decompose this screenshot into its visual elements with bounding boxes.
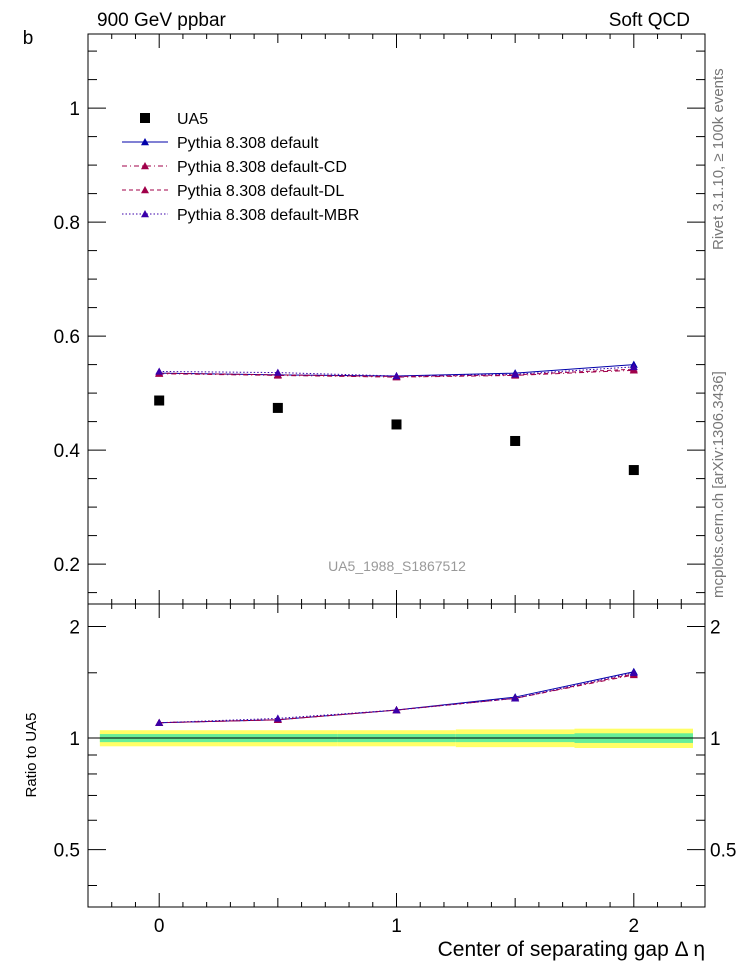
side-label-lower: mcplots.cern.ch [arXiv:1306.3436] bbox=[710, 371, 727, 598]
legend-marker-mbr bbox=[141, 210, 149, 218]
ratio-y-tick-label: 2 bbox=[69, 617, 80, 638]
ratio-marker-mbr bbox=[511, 694, 520, 702]
ratio-marker-mbr bbox=[273, 714, 282, 722]
main-plot-panel: b UA5_1988_S1867512 0.2 0.4 0.6 0.8 1 UA5 Pyt… bbox=[23, 28, 706, 605]
data-point-ua5 bbox=[154, 395, 165, 406]
x-tick-label: 0 bbox=[154, 916, 165, 937]
ratio-y-axis-label: Ratio to UA5 bbox=[23, 712, 40, 797]
ratio-line-dl bbox=[159, 673, 634, 724]
main-y-tick-label: 0.6 bbox=[54, 327, 80, 348]
marker-mbr bbox=[273, 368, 282, 376]
ratio-plot-panel: Ratio to UA5 Center of separating gap Δ … bbox=[23, 603, 736, 961]
ratio-y-tick-label-right: 0.5 bbox=[710, 841, 736, 862]
header-left: 900 GeV ppbar bbox=[97, 10, 227, 31]
legend-label: Pythia 8.308 default bbox=[177, 135, 319, 152]
ratio-marker-mbr bbox=[629, 668, 638, 676]
marker-mbr bbox=[629, 362, 638, 371]
legend-marker-cd bbox=[141, 162, 149, 170]
ratio-line-default bbox=[159, 671, 634, 724]
header-right: Soft QCD bbox=[609, 10, 690, 31]
legend: UA5 Pythia 8.308 default Pythia 8.308 defa… bbox=[122, 111, 359, 224]
ratio-plot-frame bbox=[87, 603, 706, 908]
ratio-y-tick-label-right: 1 bbox=[710, 729, 721, 750]
data-point-ua5 bbox=[510, 435, 521, 446]
legend-marker-ua5 bbox=[140, 113, 150, 123]
ratio-line-cd bbox=[159, 674, 634, 724]
marker-mbr bbox=[155, 367, 164, 375]
marker-mbr bbox=[511, 370, 520, 378]
legend-marker-default bbox=[141, 138, 149, 146]
side-label-upper: Rivet 3.1.10, ≥ 100k events bbox=[710, 68, 727, 250]
data-point-ua5 bbox=[391, 419, 402, 430]
series-line-dl bbox=[159, 368, 634, 378]
ratio-marker-mbr bbox=[392, 706, 401, 714]
legend-label: Pythia 8.308 default-MBR bbox=[177, 207, 359, 224]
main-y-tick-label: 0.4 bbox=[54, 441, 81, 462]
data-point-ua5 bbox=[628, 465, 639, 476]
main-y-tick-label: 1 bbox=[69, 99, 80, 120]
watermark: UA5_1988_S1867512 bbox=[328, 558, 466, 574]
legend-label: UA5 bbox=[177, 111, 208, 128]
legend-label: Pythia 8.308 default-CD bbox=[177, 159, 347, 176]
x-tick-label: 2 bbox=[629, 916, 640, 937]
series-line-mbr bbox=[159, 366, 634, 377]
ratio-line-mbr bbox=[159, 672, 634, 724]
legend-marker-dl bbox=[141, 186, 149, 194]
main-y-axis-label: b bbox=[23, 28, 34, 49]
ratio-y-tick-label: 1 bbox=[69, 729, 80, 750]
marker-mbr bbox=[392, 372, 401, 380]
x-axis-label: Center of separating gap Δ η bbox=[438, 938, 705, 961]
main-y-tick-label: 0.8 bbox=[54, 213, 80, 234]
ratio-y-tick-label: 0.5 bbox=[54, 841, 80, 862]
ratio-marker-mbr bbox=[155, 718, 164, 726]
data-point-ua5 bbox=[272, 402, 283, 413]
x-tick-label: 1 bbox=[391, 916, 402, 937]
main-y-tick-label: 0.2 bbox=[54, 555, 80, 576]
ratio-y-tick-label-right: 2 bbox=[710, 617, 721, 638]
legend-label: Pythia 8.308 default-DL bbox=[177, 183, 344, 200]
